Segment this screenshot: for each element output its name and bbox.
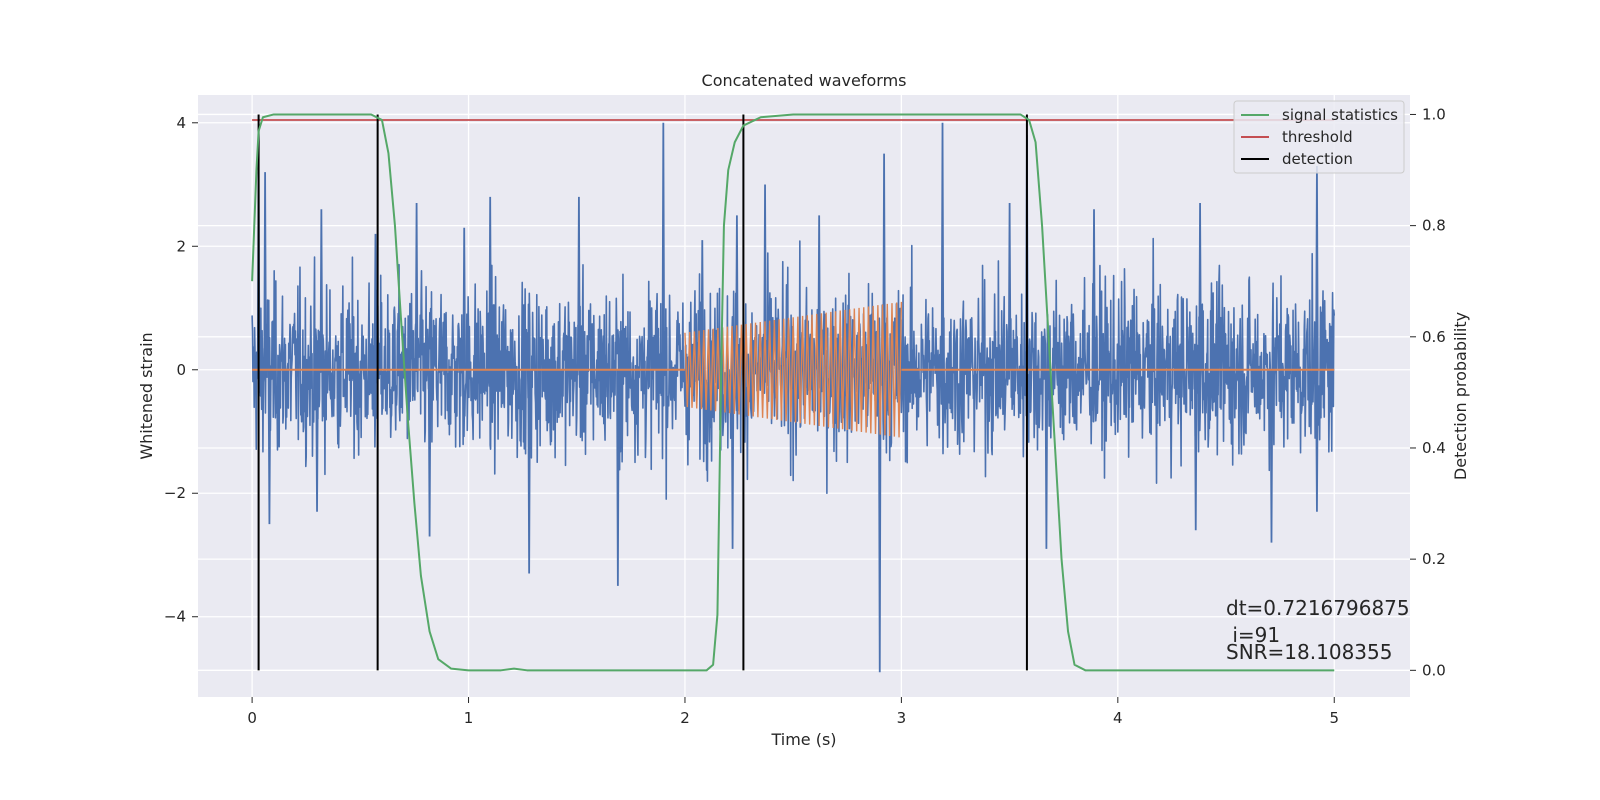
legend: signal statistics threshold detection [1233, 100, 1405, 174]
noise-peak [315, 369, 319, 512]
y2-tick-label: 0.4 [1422, 439, 1446, 457]
noise-trace [251, 237, 1336, 500]
probability-series [251, 113, 1335, 672]
annotation-dt: dt=0.7216796875 [1226, 596, 1410, 620]
x-tick-label: 2 [680, 709, 690, 727]
noise-peak [700, 240, 705, 370]
noise-peak [1044, 369, 1049, 549]
chart-title: Concatenated waveforms [702, 71, 907, 90]
legend-label: threshold [1282, 128, 1353, 146]
y-tick-label: 0 [176, 361, 186, 379]
y2-tick-label: 0.8 [1422, 217, 1446, 235]
y-tick-label: 4 [176, 114, 186, 132]
noise-peak [577, 196, 581, 370]
x-axis-label: Time (s) [770, 730, 836, 749]
noise-peak [661, 122, 666, 370]
y2-tick-label: 0.6 [1422, 328, 1446, 346]
noise-peak [263, 172, 267, 370]
y-tick-label: −4 [164, 608, 186, 626]
noise-peak [1193, 369, 1198, 531]
y2-axis-ticks: 0.0 0.2 0.4 0.6 0.8 1.0 [1410, 105, 1446, 679]
noise-peak [373, 233, 378, 370]
detection-series [257, 114, 1028, 671]
noise-peak [1315, 166, 1319, 370]
noise-peak [267, 369, 272, 525]
x-axis-ticks: 0 1 2 3 4 5 [247, 697, 1339, 727]
legend-label: signal statistics [1282, 106, 1398, 124]
y2-tick-label: 0.0 [1422, 661, 1446, 679]
annotation-snr: SNR=18.108355 [1226, 640, 1392, 664]
noise-peak [730, 369, 735, 549]
probability-line [251, 113, 1335, 672]
noise-peak [1092, 209, 1096, 370]
noise-peak [882, 153, 886, 370]
annotation-i: i=91 [1226, 623, 1280, 647]
noise-peak [488, 196, 492, 370]
x-tick-label: 3 [897, 709, 907, 727]
noise-peak [462, 227, 466, 370]
legend-label: detection [1282, 150, 1353, 168]
noise-peak [527, 369, 531, 574]
noise-peak [940, 122, 945, 370]
noise-peak [319, 209, 324, 370]
noise-peak [616, 369, 620, 586]
x-tick-label: 1 [464, 709, 474, 727]
y-axis-ticks: −4 −2 0 2 4 [164, 114, 198, 626]
noise-peak [1198, 203, 1202, 370]
y-tick-label: −2 [164, 484, 186, 502]
y-tick-label: 2 [176, 237, 186, 255]
noise-peak [1007, 203, 1012, 370]
x-tick-label: 0 [247, 709, 257, 727]
y2-axis-label: Detection probability [1451, 312, 1470, 480]
noise-peak [414, 203, 419, 370]
noise-peak [1269, 369, 1274, 543]
x-tick-label: 4 [1113, 709, 1123, 727]
noise-peak [735, 215, 739, 370]
legend-box [1233, 100, 1405, 174]
y2-tick-label: 0.2 [1422, 550, 1446, 568]
noise-peak [427, 369, 432, 537]
noise-peak [1315, 369, 1319, 512]
x-tick-label: 5 [1329, 709, 1339, 727]
y-axis-label: Whitened strain [137, 332, 156, 459]
y2-tick-label: 1.0 [1422, 105, 1446, 123]
noise-peak [817, 215, 821, 370]
noise-peak [763, 184, 767, 370]
